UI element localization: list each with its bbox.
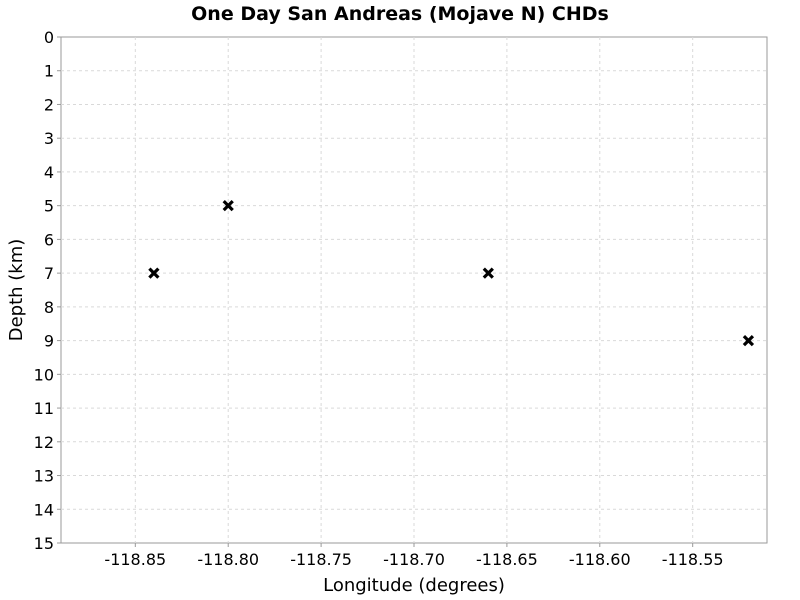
x-tick-label: -118.80 (197, 550, 259, 569)
y-tick-label: 9 (44, 332, 54, 351)
y-tick-label: 6 (44, 230, 54, 249)
x-axis-ticks: -118.85 -118.80 -118.75 -118.70 -118.65 -118.… (104, 543, 724, 569)
chart-title: One Day San Andreas (Mojave N) CHDs (191, 3, 609, 25)
y-tick-label: 7 (44, 264, 54, 283)
y-tick-label: 2 (44, 95, 54, 114)
x-tick-label: -118.75 (290, 550, 352, 569)
x-tick-label: -118.85 (104, 550, 166, 569)
x-tick-label: -118.70 (383, 550, 445, 569)
y-tick-label: 11 (34, 399, 54, 418)
x-tick-label: -118.60 (569, 550, 631, 569)
data-point-marker (742, 334, 755, 347)
x-tick-label: -118.65 (476, 550, 538, 569)
x-axis-label: Longitude (degrees) (323, 575, 505, 596)
y-tick-label: 14 (34, 500, 54, 519)
y-tick-label: 13 (34, 467, 54, 486)
grid-lines (61, 37, 767, 543)
y-tick-label: 1 (44, 62, 54, 81)
data-point-marker (148, 267, 160, 279)
y-tick-label: 5 (44, 197, 54, 216)
y-tick-label: 4 (44, 163, 54, 182)
y-tick-label: 10 (34, 365, 54, 384)
data-point-marker (482, 267, 494, 279)
x-tick-label: -118.55 (662, 550, 724, 569)
y-tick-label: 15 (34, 534, 54, 553)
data-point-marker (222, 200, 234, 212)
y-tick-label: 0 (44, 28, 54, 47)
y-tick-label: 3 (44, 129, 54, 148)
y-tick-label: 12 (34, 433, 54, 452)
data-points (148, 200, 755, 347)
y-tick-label: 8 (44, 298, 54, 317)
y-axis-label: Depth (km) (6, 239, 27, 342)
